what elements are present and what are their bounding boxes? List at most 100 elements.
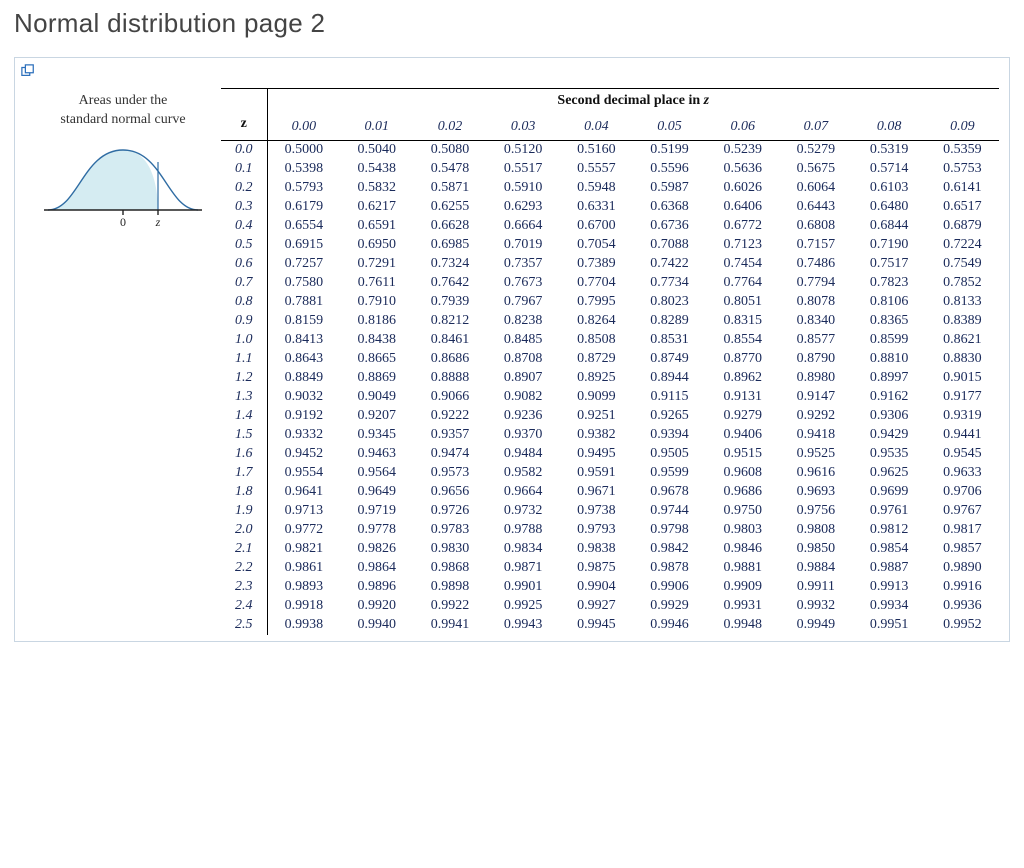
page-title: Normal distribution page 2 xyxy=(0,0,1024,57)
prob-cell: 0.9429 xyxy=(853,426,926,445)
prob-cell: 0.9850 xyxy=(779,540,852,559)
z-value-cell: 1.1 xyxy=(221,350,267,369)
prob-cell: 0.8643 xyxy=(267,350,340,369)
prob-cell: 0.8051 xyxy=(706,293,779,312)
prob-cell: 0.9920 xyxy=(340,597,413,616)
prob-cell: 0.9941 xyxy=(413,616,486,635)
z-value-cell: 1.9 xyxy=(221,502,267,521)
prob-cell: 0.9236 xyxy=(487,407,560,426)
prob-cell: 0.7517 xyxy=(853,255,926,274)
prob-cell: 0.8599 xyxy=(853,331,926,350)
table-row: 0.60.72570.72910.73240.73570.73890.74220… xyxy=(221,255,999,274)
prob-cell: 0.6064 xyxy=(779,179,852,198)
prob-cell: 0.8106 xyxy=(853,293,926,312)
prob-cell: 0.9306 xyxy=(853,407,926,426)
popout-icon[interactable] xyxy=(21,64,35,78)
prob-cell: 0.6554 xyxy=(267,217,340,236)
prob-cell: 0.9608 xyxy=(706,464,779,483)
prob-cell: 0.7704 xyxy=(560,274,633,293)
prob-cell: 0.9719 xyxy=(340,502,413,521)
prob-cell: 0.5596 xyxy=(633,160,706,179)
prob-cell: 0.8925 xyxy=(560,369,633,388)
table-row: 1.70.95540.95640.95730.95820.95910.95990… xyxy=(221,464,999,483)
prob-cell: 0.9599 xyxy=(633,464,706,483)
prob-cell: 0.8340 xyxy=(779,312,852,331)
prob-cell: 0.6368 xyxy=(633,198,706,217)
prob-cell: 0.9767 xyxy=(926,502,999,521)
table-row: 2.20.98610.98640.98680.98710.98750.98780… xyxy=(221,559,999,578)
table-row: 2.40.99180.99200.99220.99250.99270.99290… xyxy=(221,597,999,616)
z-value-cell: 0.7 xyxy=(221,274,267,293)
prob-cell: 0.5871 xyxy=(413,179,486,198)
prob-cell: 0.9881 xyxy=(706,559,779,578)
z-value-cell: 2.0 xyxy=(221,521,267,540)
prob-cell: 0.8485 xyxy=(487,331,560,350)
prob-cell: 0.9750 xyxy=(706,502,779,521)
prob-cell: 0.9936 xyxy=(926,597,999,616)
z-value-cell: 2.5 xyxy=(221,616,267,635)
prob-cell: 0.9726 xyxy=(413,502,486,521)
prob-cell: 0.9904 xyxy=(560,578,633,597)
prob-cell: 0.7257 xyxy=(267,255,340,274)
prob-cell: 0.7642 xyxy=(413,274,486,293)
prob-cell: 0.8078 xyxy=(779,293,852,312)
prob-cell: 0.7549 xyxy=(926,255,999,274)
z-value-cell: 1.6 xyxy=(221,445,267,464)
prob-cell: 0.9929 xyxy=(633,597,706,616)
prob-cell: 0.9357 xyxy=(413,426,486,445)
prob-cell: 0.9783 xyxy=(413,521,486,540)
column-header: 0.09 xyxy=(926,117,999,140)
prob-cell: 0.6179 xyxy=(267,198,340,217)
prob-cell: 0.5714 xyxy=(853,160,926,179)
prob-cell: 0.8790 xyxy=(779,350,852,369)
prob-cell: 0.9292 xyxy=(779,407,852,426)
prob-cell: 0.7881 xyxy=(267,293,340,312)
prob-cell: 0.9857 xyxy=(926,540,999,559)
prob-cell: 0.6103 xyxy=(853,179,926,198)
prob-cell: 0.9901 xyxy=(487,578,560,597)
prob-cell: 0.9535 xyxy=(853,445,926,464)
prob-cell: 0.6844 xyxy=(853,217,926,236)
prob-cell: 0.9279 xyxy=(706,407,779,426)
prob-cell: 0.5438 xyxy=(340,160,413,179)
prob-cell: 0.9319 xyxy=(926,407,999,426)
prob-cell: 0.6879 xyxy=(926,217,999,236)
caption-line1: Areas under the xyxy=(79,93,168,108)
prob-cell: 0.7794 xyxy=(779,274,852,293)
prob-cell: 0.9934 xyxy=(853,597,926,616)
prob-cell: 0.6628 xyxy=(413,217,486,236)
prob-cell: 0.9948 xyxy=(706,616,779,635)
prob-cell: 0.9896 xyxy=(340,578,413,597)
prob-cell: 0.9916 xyxy=(926,578,999,597)
table-row: 0.70.75800.76110.76420.76730.77040.77340… xyxy=(221,274,999,293)
prob-cell: 0.5636 xyxy=(706,160,779,179)
prob-cell: 0.7123 xyxy=(706,236,779,255)
prob-cell: 0.9846 xyxy=(706,540,779,559)
svg-text:z: z xyxy=(155,215,161,229)
table-row: 0.00.50000.50400.50800.51200.51600.51990… xyxy=(221,140,999,160)
prob-cell: 0.8461 xyxy=(413,331,486,350)
prob-cell: 0.8508 xyxy=(560,331,633,350)
table-row: 1.00.84130.84380.84610.84850.85080.85310… xyxy=(221,331,999,350)
prob-cell: 0.8365 xyxy=(853,312,926,331)
prob-cell: 0.7611 xyxy=(340,274,413,293)
prob-cell: 0.9693 xyxy=(779,483,852,502)
prob-cell: 0.6950 xyxy=(340,236,413,255)
z-table-body: 0.00.50000.50400.50800.51200.51600.51990… xyxy=(221,140,999,635)
prob-cell: 0.9591 xyxy=(560,464,633,483)
prob-cell: 0.9788 xyxy=(487,521,560,540)
prob-cell: 0.6255 xyxy=(413,198,486,217)
z-value-cell: 0.0 xyxy=(221,140,267,160)
z-value-cell: 2.4 xyxy=(221,597,267,616)
table-title-var: z xyxy=(704,93,709,108)
prob-cell: 0.8907 xyxy=(487,369,560,388)
prob-cell: 0.8389 xyxy=(926,312,999,331)
column-header: 0.00 xyxy=(267,117,340,140)
prob-cell: 0.9909 xyxy=(706,578,779,597)
prob-cell: 0.6217 xyxy=(340,198,413,217)
prob-cell: 0.8023 xyxy=(633,293,706,312)
prob-cell: 0.9945 xyxy=(560,616,633,635)
prob-cell: 0.9664 xyxy=(487,483,560,502)
column-header: 0.08 xyxy=(853,117,926,140)
prob-cell: 0.9554 xyxy=(267,464,340,483)
